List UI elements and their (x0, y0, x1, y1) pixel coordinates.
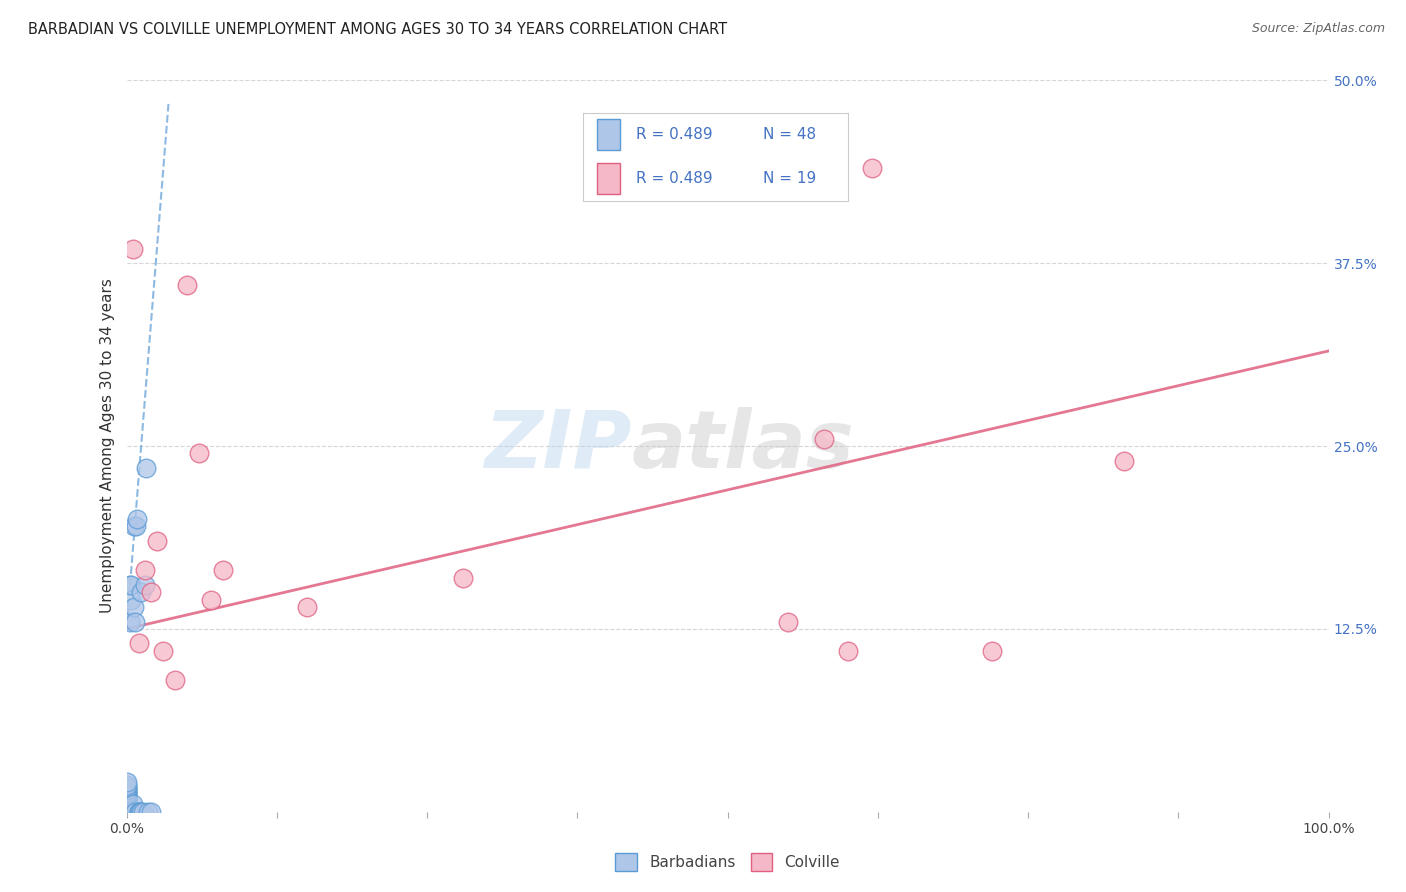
Point (115, 805, 138, 819)
Point (122, 519, 145, 533)
Text: R = 0.489: R = 0.489 (637, 128, 713, 142)
Point (129, 585, 152, 599)
Text: BARBADIAN VS COLVILLE UNEMPLOYMENT AMONG AGES 30 TO 34 YEARS CORRELATION CHART: BARBADIAN VS COLVILLE UNEMPLOYMENT AMONG… (28, 22, 727, 37)
Point (139, 585, 162, 599)
Point (211, 563, 233, 577)
Point (115, 793, 138, 807)
Text: N = 48: N = 48 (763, 128, 817, 142)
Legend: Barbadians, Colville: Barbadians, Colville (609, 847, 846, 877)
Text: R = 0.489: R = 0.489 (637, 171, 713, 186)
Point (124, 805, 146, 819)
Point (163, 673, 186, 687)
Point (115, 775, 138, 789)
Point (115, 805, 138, 819)
Point (134, 578, 156, 592)
Point (115, 778, 138, 792)
Point (120, 615, 142, 629)
Point (115, 790, 138, 805)
Point (134, 563, 156, 577)
Point (121, 242, 143, 256)
Point (139, 805, 162, 819)
Point (115, 795, 138, 809)
Point (127, 512, 149, 526)
Y-axis label: Unemployment Among Ages 30 to 34 years: Unemployment Among Ages 30 to 34 years (100, 278, 115, 614)
Point (115, 805, 138, 819)
Point (176, 278, 198, 293)
Point (115, 805, 138, 819)
Point (187, 446, 209, 460)
Point (115, 786, 138, 800)
Point (776, 615, 799, 629)
Point (115, 805, 138, 819)
Point (115, 786, 138, 800)
Point (121, 797, 143, 812)
Point (120, 578, 142, 592)
Point (115, 789, 138, 803)
Point (115, 780, 138, 794)
Point (981, 644, 1004, 658)
Point (128, 636, 150, 650)
Point (115, 793, 138, 807)
Point (135, 461, 157, 475)
Point (115, 790, 138, 805)
Point (124, 615, 146, 629)
Point (145, 534, 167, 549)
Text: atlas: atlas (631, 407, 855, 485)
Point (115, 782, 138, 797)
FancyBboxPatch shape (596, 163, 620, 194)
Point (132, 805, 155, 819)
Point (837, 644, 859, 658)
Point (813, 432, 835, 446)
Point (136, 805, 159, 819)
Point (128, 805, 150, 819)
Point (115, 797, 138, 812)
Point (115, 797, 138, 812)
Point (295, 599, 318, 614)
Point (129, 805, 152, 819)
Point (115, 805, 138, 819)
Point (115, 787, 138, 801)
Point (115, 782, 138, 797)
Point (120, 578, 142, 592)
Text: Source: ZipAtlas.com: Source: ZipAtlas.com (1251, 22, 1385, 36)
Point (120, 592, 142, 607)
FancyBboxPatch shape (596, 120, 620, 150)
Point (1114, 453, 1136, 467)
Point (451, 571, 474, 585)
Point (115, 805, 138, 819)
Point (115, 781, 138, 796)
Point (115, 795, 138, 809)
Point (115, 805, 138, 819)
Point (200, 592, 222, 607)
Point (128, 805, 150, 819)
Text: ZIP: ZIP (484, 407, 631, 485)
Point (125, 519, 148, 533)
Point (860, 161, 883, 175)
Point (128, 805, 150, 819)
Point (121, 805, 143, 819)
Text: N = 19: N = 19 (763, 171, 817, 186)
Point (152, 644, 174, 658)
Point (122, 599, 145, 614)
